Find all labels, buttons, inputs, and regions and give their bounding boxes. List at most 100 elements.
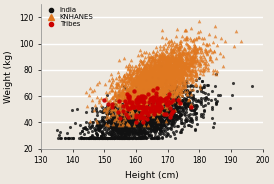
Point [127, 99, 131, 102]
Point [170, 80, 175, 83]
Point [172, 73, 176, 76]
Point [165, 108, 170, 111]
Point [131, 82, 136, 85]
Point [115, 114, 119, 117]
Point [174, 114, 178, 117]
Point [130, 79, 135, 82]
Point [193, 64, 197, 67]
Point [100, 116, 104, 119]
Point [131, 125, 136, 128]
Point [128, 96, 133, 99]
Point [188, 70, 192, 73]
Point [169, 61, 173, 64]
Point [140, 72, 144, 75]
Point [91, 121, 95, 124]
Point [178, 93, 182, 96]
Point [137, 125, 142, 128]
Point [150, 109, 154, 112]
Point [150, 102, 154, 105]
Point [156, 115, 160, 118]
Point [107, 137, 111, 140]
Point [178, 101, 182, 104]
Point [130, 93, 134, 96]
Point [154, 66, 159, 69]
Point [107, 132, 111, 135]
Point [188, 54, 192, 57]
Point [121, 135, 126, 138]
Point [139, 108, 143, 111]
Point [113, 107, 117, 110]
Point [105, 94, 110, 97]
Point [137, 99, 141, 102]
Point [134, 95, 138, 98]
Point [156, 124, 160, 127]
Point [160, 113, 165, 116]
Point [133, 109, 138, 112]
Point [152, 79, 156, 82]
Point [95, 137, 99, 140]
Point [133, 82, 138, 85]
Point [194, 117, 199, 120]
Point [147, 69, 151, 72]
Point [140, 121, 145, 124]
Point [119, 119, 123, 122]
Point [189, 56, 194, 59]
Point [116, 132, 121, 135]
Point [96, 137, 100, 140]
Point [141, 97, 145, 100]
Point [195, 47, 199, 50]
Point [121, 111, 126, 114]
Point [143, 75, 147, 78]
Point [127, 137, 132, 140]
Point [148, 65, 152, 68]
Point [167, 59, 172, 62]
Point [160, 113, 165, 116]
Point [156, 80, 160, 83]
Point [149, 120, 153, 123]
Point [164, 119, 169, 122]
Point [184, 56, 189, 59]
Point [174, 74, 178, 77]
Point [139, 60, 143, 63]
Point [169, 117, 173, 120]
Point [170, 98, 174, 101]
Point [146, 70, 150, 73]
Point [91, 137, 96, 140]
Point [150, 86, 155, 89]
Point [137, 123, 142, 126]
Point [198, 101, 202, 104]
Point [124, 105, 128, 108]
Point [135, 88, 140, 91]
Point [147, 57, 152, 60]
Point [162, 81, 166, 84]
Point [184, 119, 188, 122]
Point [150, 86, 155, 89]
Point [120, 131, 124, 134]
Point [205, 92, 210, 95]
Point [170, 118, 175, 121]
Point [136, 100, 140, 103]
Point [161, 48, 165, 51]
Point [126, 99, 130, 102]
Point [112, 103, 117, 106]
Point [166, 102, 171, 105]
Point [179, 72, 184, 75]
Point [156, 82, 160, 85]
Point [123, 92, 127, 95]
Point [148, 66, 152, 69]
Point [178, 46, 182, 49]
Point [167, 84, 171, 87]
Point [176, 55, 181, 58]
Point [158, 77, 163, 80]
Point [199, 102, 204, 105]
Point [145, 86, 150, 89]
Point [171, 113, 176, 116]
Point [170, 87, 174, 90]
Point [194, 83, 198, 86]
Point [110, 112, 115, 115]
Point [141, 132, 146, 135]
Point [145, 68, 150, 71]
Point [96, 80, 101, 83]
Point [110, 135, 114, 138]
Point [164, 113, 169, 116]
